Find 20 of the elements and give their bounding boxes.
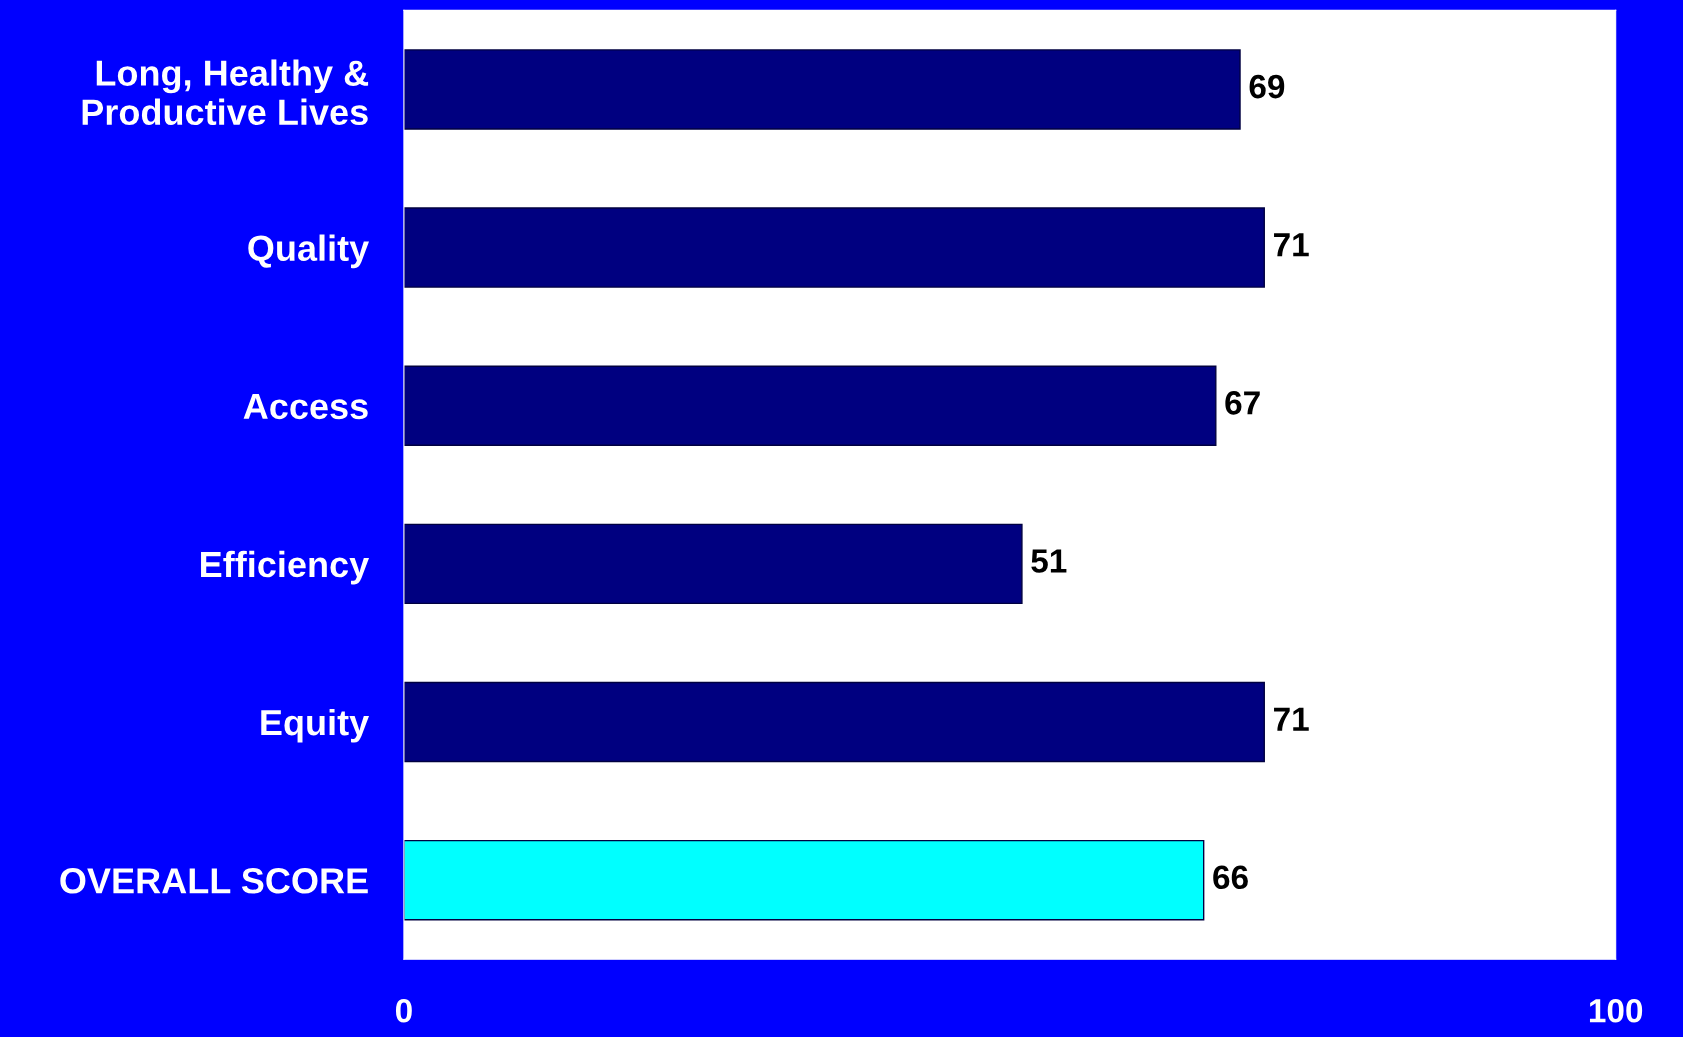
bar (403, 49, 1241, 130)
data-label: 69 (1249, 74, 1285, 99)
bar (403, 365, 1217, 446)
data-label: 71 (1274, 233, 1309, 257)
bar (403, 681, 1265, 763)
y-tick-label: Access (243, 393, 368, 420)
data-label: 51 (1031, 549, 1067, 573)
bar (403, 207, 1265, 288)
x-tick-label: 100 (1589, 998, 1643, 1023)
y-tick-label: OVERALL SCORE (60, 868, 368, 894)
bar (403, 523, 1023, 605)
data-label: 71 (1274, 707, 1309, 731)
y-tick-label: Long, Healthy & Productive Lives (82, 59, 369, 126)
y-tick-label: Equity (261, 708, 370, 743)
y-tick-label: Efficiency (201, 550, 370, 585)
x-tick-label: 0 (395, 998, 412, 1023)
data-label: 67 (1225, 391, 1260, 415)
bar (403, 839, 1205, 921)
y-tick-label: Quality (248, 234, 370, 269)
data-label: 66 (1213, 865, 1248, 890)
